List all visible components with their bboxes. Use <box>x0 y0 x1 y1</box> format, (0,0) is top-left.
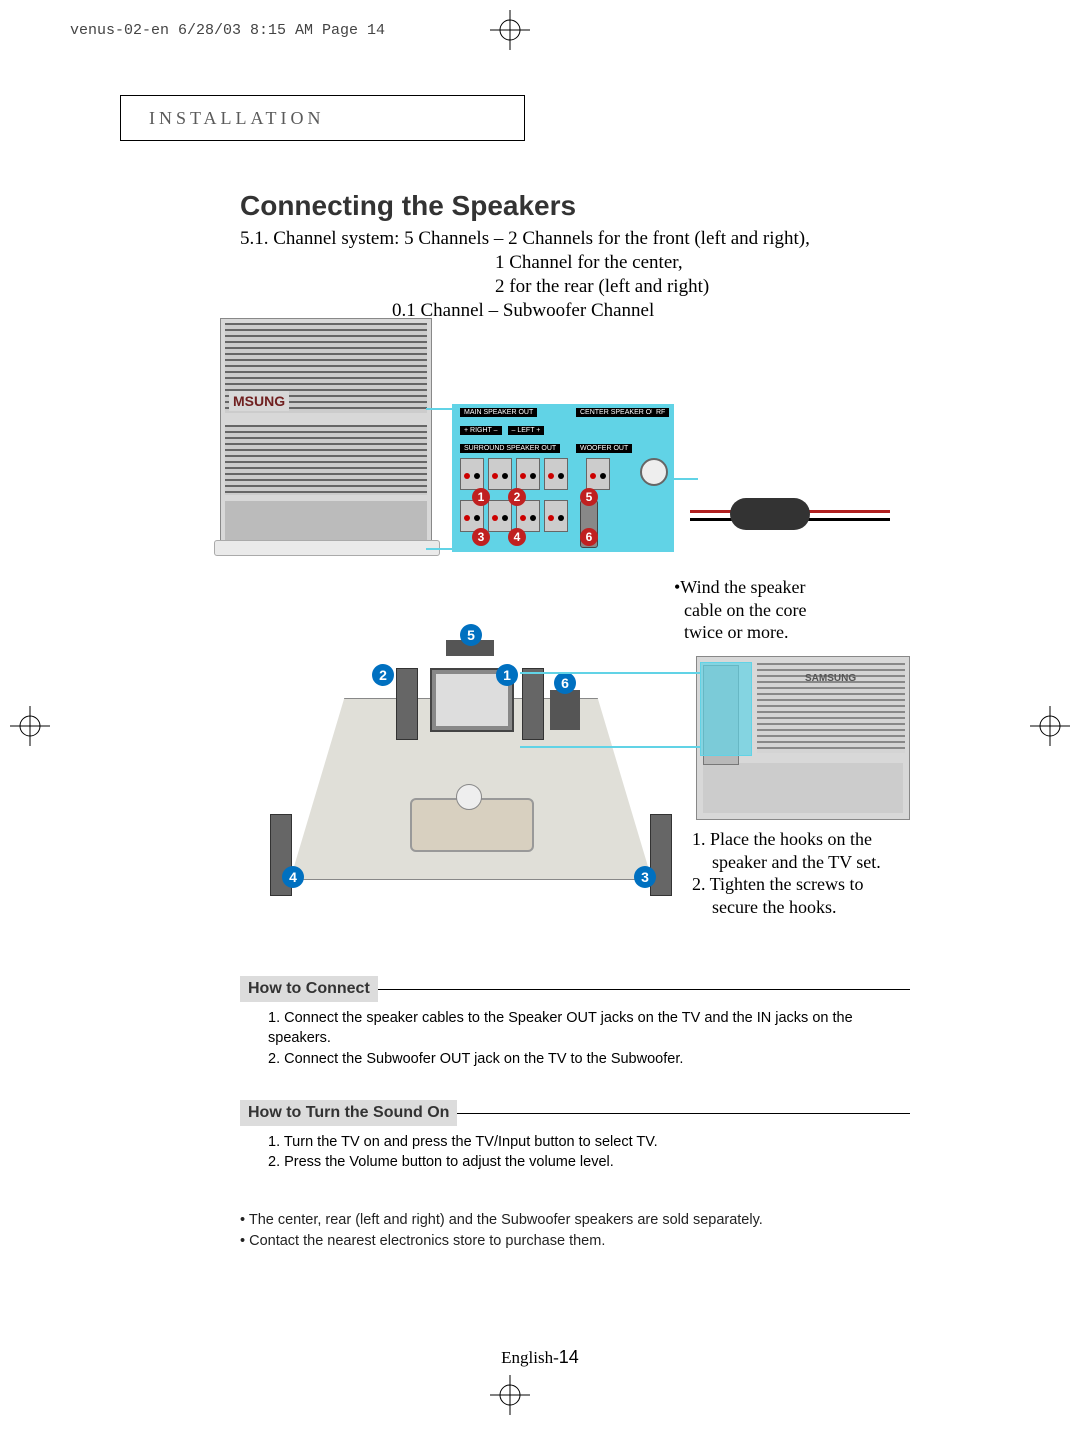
tv-rear-illustration: MSUNG <box>220 318 432 550</box>
page-footer: English-14 <box>0 1347 1080 1368</box>
footer-page: 14 <box>559 1347 579 1367</box>
terminal <box>544 458 568 490</box>
note-1: • The center, rear (left and right) and … <box>240 1210 910 1231</box>
callout-line <box>426 408 454 410</box>
label-rf: RF <box>652 408 669 417</box>
room-marker-6: 6 <box>554 672 576 694</box>
bottom-notes: • The center, rear (left and right) and … <box>240 1210 910 1252</box>
crop-mark-right <box>1030 706 1070 751</box>
desc-line-2: 1 Channel for the center, <box>495 252 683 274</box>
connect-step-2: 2. Connect the Subwoofer OUT jack on the… <box>268 1049 910 1069</box>
hooks-l2: 2. Tighten the screws to <box>692 873 881 896</box>
terminal <box>544 500 568 532</box>
front-right-speaker <box>522 668 544 740</box>
heading-rule <box>378 989 910 990</box>
ferrite-core-illustration <box>690 470 890 560</box>
page-title: Connecting the Speakers <box>240 190 576 222</box>
desc-line-3: 2 for the rear (left and right) <box>495 276 709 298</box>
heading-rule <box>457 1113 910 1114</box>
core-note-l2: cable on the core <box>674 599 806 622</box>
marker-6: 6 <box>580 528 598 546</box>
label-right: + RIGHT – <box>460 426 502 435</box>
terminal <box>586 458 610 490</box>
tv-side-base <box>703 763 903 813</box>
hooks-l1: 1. Place the hooks on the <box>692 828 881 851</box>
section-title: INSTALLATION <box>149 108 325 129</box>
sofa <box>410 798 534 852</box>
room-marker-5: 5 <box>460 624 482 646</box>
room-marker-2: 2 <box>372 664 394 686</box>
core-body <box>730 498 810 530</box>
marker-5: 5 <box>580 488 598 506</box>
hooks-note: 1. Place the hooks on the speaker and th… <box>692 828 881 918</box>
connector-panel: MAIN SPEAKER OUT CENTER SPEAKER OUT RF +… <box>452 404 674 552</box>
terminal <box>488 458 512 490</box>
marker-1: 1 <box>472 488 490 506</box>
tv-brand-label: MSUNG <box>229 391 289 411</box>
subwoofer <box>550 690 580 730</box>
room-marker-3: 3 <box>634 866 656 888</box>
how-to-sound-section: How to Turn the Sound On 1. Turn the TV … <box>240 1100 910 1173</box>
callout-line <box>426 548 454 550</box>
how-to-connect-section: How to Connect 1. Connect the speaker ca… <box>240 976 910 1069</box>
sound-step-2: 2. Press the Volume button to adjust the… <box>268 1152 910 1172</box>
label-surround-speaker-out: SURROUND SPEAKER OUT <box>460 444 560 453</box>
terminal <box>488 500 512 532</box>
front-left-speaker <box>396 668 418 740</box>
hook-highlight <box>700 662 752 756</box>
crop-mark-left <box>10 706 50 751</box>
terminals-row-1 <box>460 458 610 490</box>
hooks-l1b: speaker and the TV set. <box>692 851 881 874</box>
terminal <box>516 458 540 490</box>
tv-ports <box>225 501 427 543</box>
connect-step-1: 1. Connect the speaker cables to the Spe… <box>268 1008 910 1049</box>
core-note-l3: twice or more. <box>674 621 806 644</box>
how-connect-heading: How to Connect <box>240 976 378 1002</box>
core-note: •Wind the speaker cable on the core twic… <box>674 576 806 644</box>
crop-mark-bottom <box>490 1375 530 1420</box>
callout-line <box>520 746 700 748</box>
callout-line <box>520 672 700 674</box>
diagram-area: MSUNG MAIN SPEAKER OUT CENTER SPEAKER OU… <box>220 318 910 898</box>
hooks-l2b: secure the hooks. <box>692 896 881 919</box>
how-sound-heading: How to Turn the Sound On <box>240 1100 457 1126</box>
tv-vent-2 <box>225 425 427 495</box>
crop-mark-top <box>490 10 530 55</box>
header-meta: venus-02-en 6/28/03 8:15 AM Page 14 <box>70 22 385 39</box>
room-layout-illustration: 5 2 1 6 4 3 <box>260 628 680 898</box>
section-box: INSTALLATION <box>120 95 525 141</box>
marker-4: 4 <box>508 528 526 546</box>
marker-2: 2 <box>508 488 526 506</box>
room-marker-4: 4 <box>282 866 304 888</box>
label-left: – LEFT + <box>508 426 545 435</box>
rf-connector <box>640 458 668 486</box>
room-marker-1: 1 <box>496 664 518 686</box>
tv-base <box>214 540 440 556</box>
terminal <box>460 458 484 490</box>
sound-step-1: 1. Turn the TV on and press the TV/Input… <box>268 1132 910 1152</box>
label-woofer-out: WOOFER OUT <box>576 444 632 453</box>
core-note-l1: •Wind the speaker <box>674 576 806 599</box>
label-main-speaker-out: MAIN SPEAKER OUT <box>460 408 537 417</box>
marker-3: 3 <box>472 528 490 546</box>
footer-lang: English- <box>501 1348 559 1367</box>
desc-line-1: 5.1. Channel system: 5 Channels – 2 Chan… <box>240 228 810 250</box>
tv-side-brand: SAMSUNG <box>805 673 856 684</box>
note-2: • Contact the nearest electronics store … <box>240 1231 910 1252</box>
